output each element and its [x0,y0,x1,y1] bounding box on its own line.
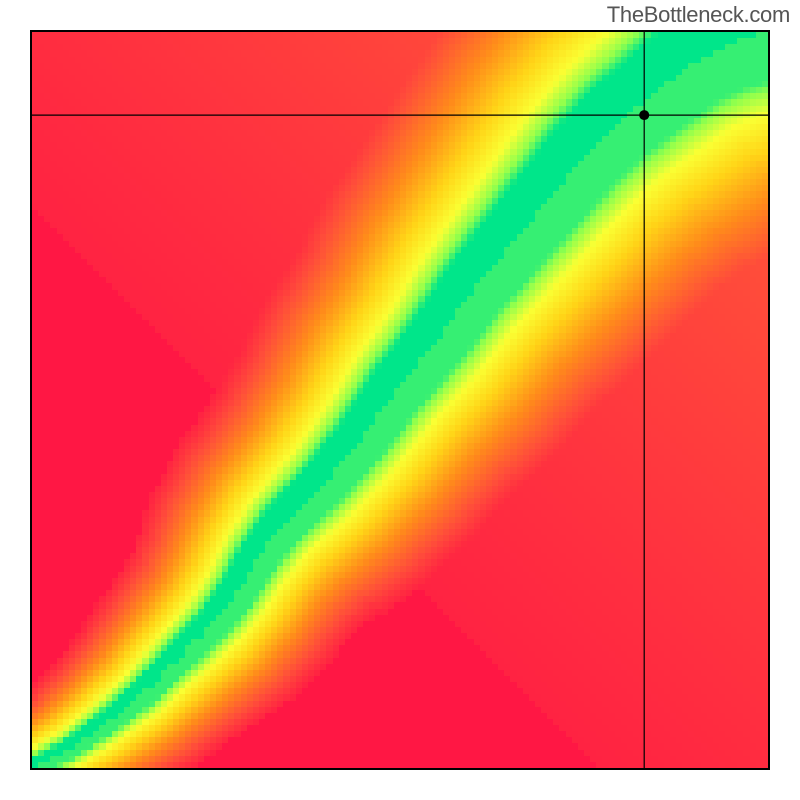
watermark-text: TheBottleneck.com [607,2,790,28]
chart-container: TheBottleneck.com [0,0,800,800]
heatmap-canvas [30,30,770,770]
